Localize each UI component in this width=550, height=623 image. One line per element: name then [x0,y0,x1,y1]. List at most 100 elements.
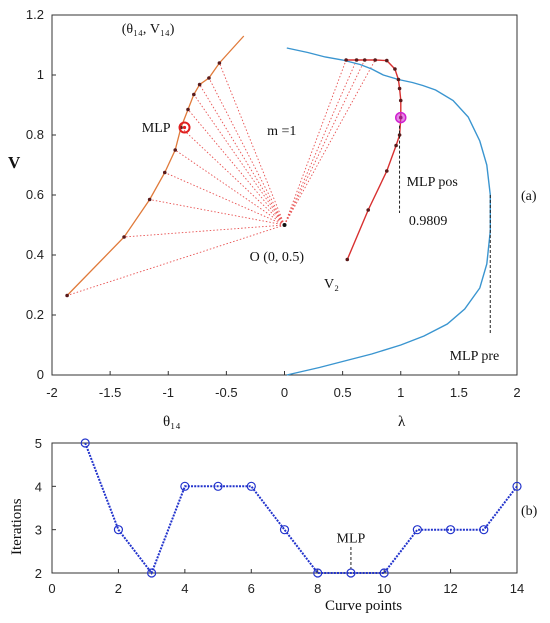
ray-line [164,172,285,226]
panel-a: -2 -1.5 -1 -0.5 0 0.5 1 1.5 2 0 0.2 0.4 0.6 0.8 1 1.2 (… [8,7,537,430]
theta-point [186,107,190,112]
v2-point [373,58,377,62]
x-tick-label: 8 [314,581,321,596]
panel-a-xlabel-lambda: λ [398,414,406,430]
mlp-theta-center [182,125,187,130]
ray-line [284,59,347,226]
v2-point [397,133,402,137]
x-tick-label: 4 [181,581,188,596]
theta-point [192,92,196,97]
y-tick-label: 0.4 [26,247,44,262]
ray-line [66,224,285,296]
theta-point [65,293,69,298]
v2-point [393,67,397,71]
iteration-point [213,481,223,491]
v2-point [354,58,359,62]
panel-b-xlabel: Curve points [325,598,402,614]
x-tick-label: 12 [443,581,457,596]
y-tick-label: 2 [35,566,42,581]
panel-b-label: (b) [521,504,538,519]
v2-curve-line [346,59,402,260]
iterations-line [84,442,518,576]
mlp-pos-label: MLP pos [407,175,458,190]
y-tick-label: 5 [35,436,42,451]
y-tick-label: 1 [37,67,44,82]
ray-line [180,127,285,226]
x-tick-label: 1 [397,385,404,400]
y-tick-label: 3 [35,523,42,538]
mlp-theta-label: MLP [142,121,171,136]
mlp-theta-marker [178,121,191,134]
x-tick-label: -1 [162,385,174,400]
theta-end-label: (θ₁₄, V₁₄) [122,22,175,37]
y-tick-label: 0.6 [26,187,44,202]
iteration-point [180,481,190,491]
x-tick-label: 2 [513,385,520,400]
v2-point [398,98,403,103]
panel-a-frame [51,14,518,376]
mlp-pos-marker [395,111,407,124]
iteration-point [445,525,456,535]
iteration-point [147,568,157,578]
x-tick-label: -1.5 [99,385,121,400]
x-tick-label: 2 [115,581,122,596]
origin-label: O (0, 0.5) [250,250,305,265]
x-tick-label: 6 [248,581,255,596]
iteration-point [313,568,323,578]
y-tick-label: 0 [37,367,44,382]
ray-line [208,77,285,226]
v2-point [366,208,371,212]
v2-point [394,143,398,148]
x-tick-label: -0.5 [215,385,237,400]
iteration-point [80,438,90,448]
y-tick-label: 4 [35,479,42,494]
panel-a-ylabel: V [8,153,21,172]
theta-point [173,148,178,152]
ray-line [199,84,285,226]
v2-point [397,86,402,91]
y-tick-label: 1.2 [26,7,44,22]
ray-line [174,149,285,226]
x-tick-label: 0.5 [334,385,352,400]
y-tick-label: 0.2 [26,307,44,322]
iteration-point [379,568,389,578]
theta-point [162,170,167,175]
theta-point [207,76,211,80]
x-tick-label: 0 [281,385,288,400]
pv-curve-line [286,47,491,376]
ray-line [124,224,285,238]
iteration-point [346,568,356,578]
panel-a-xlabel-theta: θ₁₄ [163,414,181,430]
x-tick-label: 0 [48,581,55,596]
iteration-point [412,525,422,535]
x-tick-label: -2 [46,385,58,400]
m-label: m =1 [267,124,296,139]
panel-a-label: (a) [521,189,537,204]
x-tick-label: 1.5 [450,385,468,400]
ray-line [284,59,357,226]
ray-line [187,109,285,226]
panel-b-ylabel: Iterations [9,498,25,555]
panel-b-frame [51,442,518,574]
v2-point [385,169,389,173]
v2-point [344,58,348,62]
x-tick-label: 14 [510,581,524,596]
ray-line [284,59,366,226]
v2-point [385,58,389,63]
v2-label: V₂ [324,277,339,292]
theta-curve-line [66,35,245,296]
iteration-point [279,525,290,535]
iteration-point [479,525,489,535]
ray-line [149,199,285,226]
v2-point [396,77,401,82]
y-tick-label: 0.8 [26,127,44,142]
origin-point [282,223,287,227]
theta-point [217,61,222,65]
mlp-label: MLP [337,532,366,547]
iteration-point [512,481,522,491]
v2-point [362,58,367,62]
ray-line [284,59,376,226]
iteration-point [246,481,256,491]
